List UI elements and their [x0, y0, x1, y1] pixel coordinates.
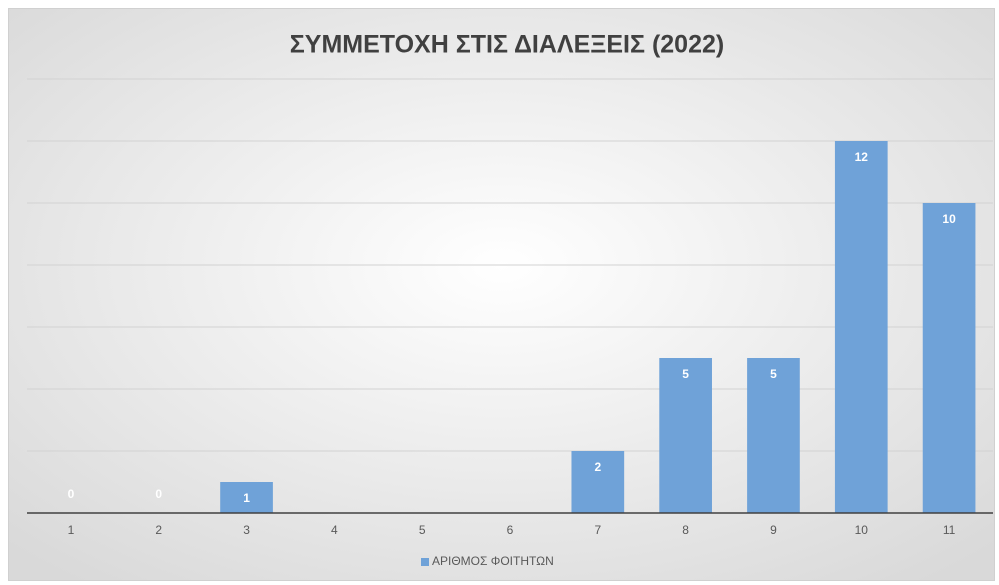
x-tick-label: 3 [243, 523, 250, 537]
x-tick-label: 10 [855, 523, 869, 537]
bar [659, 358, 712, 513]
data-label: 0 [155, 487, 162, 501]
x-tick-label: 7 [594, 523, 601, 537]
data-label: 5 [682, 367, 689, 381]
legend-swatch [421, 558, 429, 566]
data-label: 5 [770, 367, 777, 381]
x-tick-label: 5 [419, 523, 426, 537]
x-tick-label: 6 [507, 523, 514, 537]
chart-area [8, 8, 995, 581]
x-tick-label: 9 [770, 523, 777, 537]
data-label: 10 [942, 212, 956, 226]
data-label: 0 [68, 487, 75, 501]
chart-title: ΣΥΜΜΕΤΟΧΗ ΣΤΙΣ ΔΙΑΛΕΞΕΙΣ (2022) [290, 31, 724, 59]
bar [220, 482, 273, 513]
legend-label: ΑΡΙΘΜΟΣ ΦΟΙΤΗΤΩΝ [432, 554, 554, 568]
bar [571, 451, 625, 513]
bar [834, 141, 888, 513]
x-tick-label: 11 [943, 523, 956, 537]
data-label: 12 [855, 150, 869, 164]
bar [922, 203, 976, 513]
x-tick-label: 1 [68, 523, 75, 537]
data-label: 2 [594, 460, 601, 474]
bar [747, 358, 800, 513]
x-tick-label: 2 [155, 523, 162, 537]
legend: ΑΡΙΘΜΟΣ ΦΟΙΤΗΤΩΝ [421, 554, 554, 568]
data-label: 1 [243, 491, 250, 505]
x-tick-label: 8 [682, 523, 689, 537]
x-tick-label: 4 [331, 523, 338, 537]
